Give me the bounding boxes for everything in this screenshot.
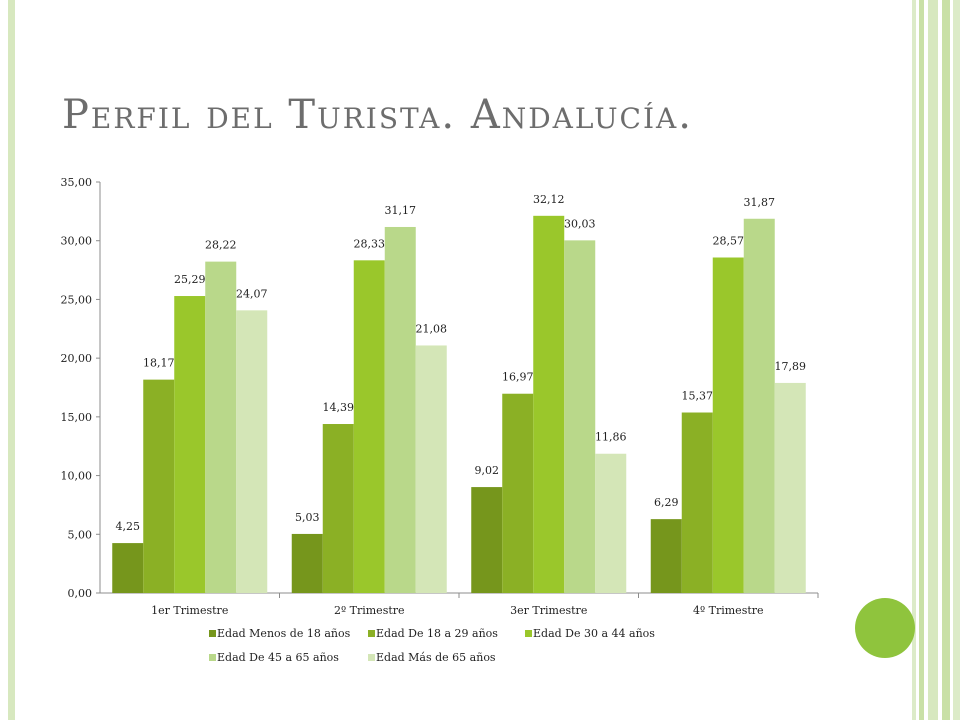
y-tick-label: 25,00 bbox=[61, 293, 93, 306]
legend-label: Edad Menos de 18 años bbox=[217, 627, 351, 640]
legend-swatch bbox=[209, 654, 216, 661]
data-label: 21,08 bbox=[416, 322, 448, 335]
data-label: 25,29 bbox=[174, 273, 206, 286]
legend-swatch bbox=[525, 630, 532, 637]
data-label: 14,39 bbox=[323, 401, 355, 414]
bar bbox=[502, 393, 534, 593]
chart-bars bbox=[112, 215, 806, 594]
data-label: 6,29 bbox=[654, 496, 679, 509]
bar bbox=[743, 218, 775, 594]
legend-swatch bbox=[209, 630, 216, 637]
data-label: 17,89 bbox=[775, 360, 807, 373]
bar bbox=[712, 257, 744, 593]
bar bbox=[415, 345, 447, 593]
chart-axes: 0,00 5,00 10,00 15,00 20,00 25,00 30,00 35,00 1e… bbox=[61, 176, 819, 617]
x-category-label: 3er Trimestre bbox=[510, 604, 587, 617]
legend-swatch bbox=[368, 654, 375, 661]
data-label: 31,87 bbox=[744, 196, 776, 209]
legend-label: Edad Más de 65 años bbox=[376, 651, 496, 664]
legend-label: Edad De 18 a 29 años bbox=[376, 627, 498, 640]
data-label: 28,33 bbox=[354, 237, 386, 250]
right-decorative-stripes bbox=[912, 0, 960, 720]
bar bbox=[205, 261, 237, 593]
legend-label: Edad De 30 a 44 años bbox=[533, 627, 655, 640]
bar bbox=[595, 453, 627, 593]
y-tick-label: 35,00 bbox=[61, 176, 93, 189]
legend-label: Edad De 45 a 65 años bbox=[217, 651, 339, 664]
bar bbox=[650, 519, 682, 593]
bar bbox=[236, 310, 268, 593]
bar bbox=[774, 382, 806, 593]
left-decorative-rule bbox=[8, 0, 15, 720]
bar bbox=[353, 260, 385, 593]
data-label: 24,07 bbox=[236, 287, 268, 300]
data-label: 9,02 bbox=[475, 464, 500, 477]
bar bbox=[471, 487, 503, 593]
data-label: 4,25 bbox=[116, 520, 141, 533]
y-tick-label: 10,00 bbox=[61, 470, 93, 483]
bar bbox=[143, 379, 175, 593]
data-label: 16,97 bbox=[502, 371, 534, 384]
data-label: 5,03 bbox=[295, 511, 320, 524]
x-category-label: 2º Trimestre bbox=[334, 604, 405, 617]
y-tick-label: 20,00 bbox=[61, 352, 93, 365]
y-tick-label: 0,00 bbox=[68, 587, 93, 600]
bar bbox=[322, 424, 354, 593]
legend-swatch bbox=[368, 630, 375, 637]
data-label: 18,17 bbox=[143, 357, 175, 370]
chart-data-labels: 4,25 18,17 25,29 28,22 24,07 5,03 14,39 28,33 31… bbox=[116, 193, 807, 533]
data-label: 28,22 bbox=[205, 239, 237, 252]
x-category-label: 4º Trimestre bbox=[693, 604, 764, 617]
y-tick-label: 30,00 bbox=[61, 235, 93, 248]
y-tick-label: 15,00 bbox=[61, 411, 93, 424]
bar bbox=[384, 226, 416, 593]
data-label: 15,37 bbox=[682, 390, 714, 403]
data-label: 11,86 bbox=[595, 431, 627, 444]
data-label: 32,12 bbox=[533, 193, 565, 206]
data-label: 30,03 bbox=[564, 217, 596, 230]
slide-title: Perfil del Turista. Andalucía. bbox=[62, 92, 693, 138]
data-label: 31,17 bbox=[385, 204, 417, 217]
bar bbox=[112, 543, 144, 593]
y-tick-label: 5,00 bbox=[68, 528, 93, 541]
bar bbox=[174, 296, 206, 593]
bar bbox=[564, 240, 596, 593]
bar bbox=[681, 412, 713, 593]
chart-legend: Edad Menos de 18 años Edad De 18 a 29 año… bbox=[209, 627, 655, 664]
bar bbox=[291, 533, 323, 593]
x-category-label: 1er Trimestre bbox=[151, 604, 228, 617]
accent-circle bbox=[855, 598, 915, 658]
bar bbox=[533, 215, 565, 593]
data-label: 28,57 bbox=[713, 235, 745, 248]
